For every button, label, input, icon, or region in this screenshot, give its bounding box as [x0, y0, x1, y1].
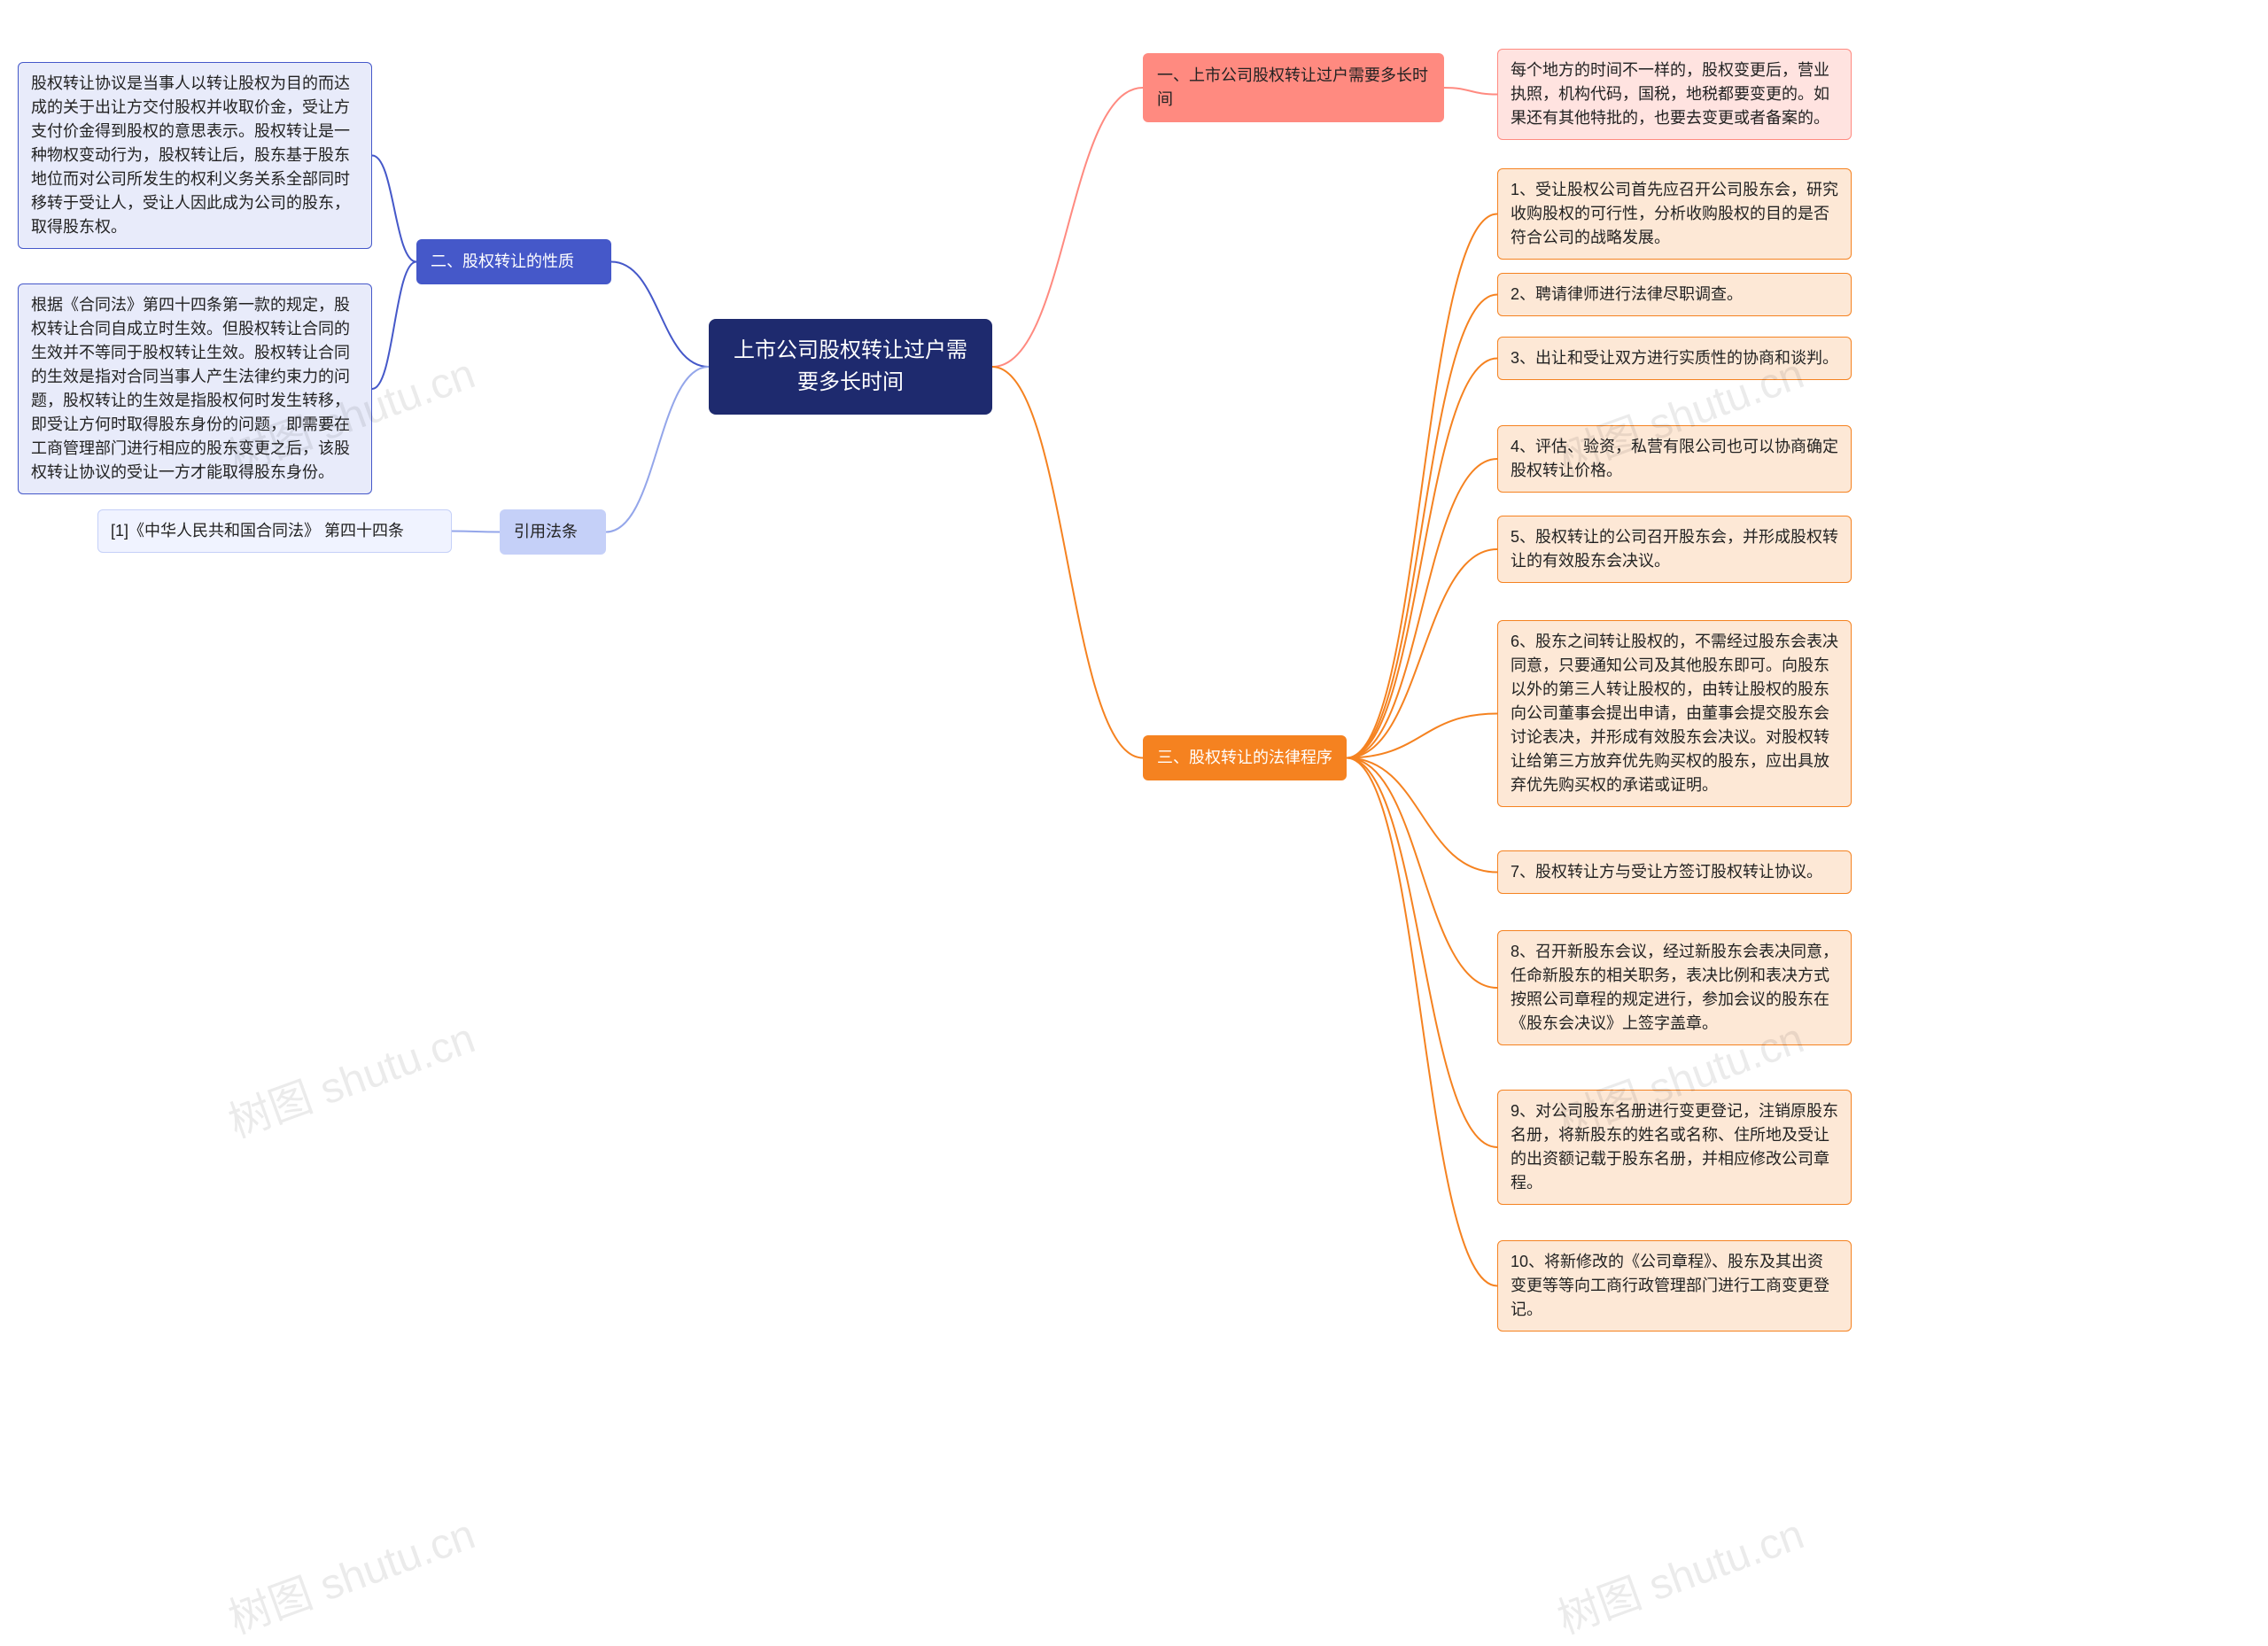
b3-leaf-8-text: 9、对公司股东名册进行变更登记，注销原股东名册，将新股东的姓名或名称、住所地及受…	[1511, 1102, 1838, 1192]
branch2-leaf-1: 根据《合同法》第四十四条第一款的规定，股权转让合同自成立时生效。但股权转让合同的…	[18, 283, 372, 494]
branch3-leaf-6: 7、股权转让方与受让方签订股权转让协议。	[1497, 850, 1852, 894]
b3-leaf-0-text: 1、受让股权公司首先应召开公司股东会，研究收购股权的可行性，分析收购股权的目的是…	[1511, 181, 1838, 246]
branch4-main: 引用法条	[500, 509, 606, 555]
branch3-label: 三、股权转让的法律程序	[1157, 749, 1332, 766]
root-node: 上市公司股权转让过户需要多长时间	[709, 319, 992, 415]
branch2-leaf-1-text: 根据《合同法》第四十四条第一款的规定，股权转让合同自成立时生效。但股权转让合同的…	[31, 296, 350, 481]
branch2-leaf-0: 股权转让协议是当事人以转让股权为目的而达成的关于出让方交付股权并收取价金，受让方…	[18, 62, 372, 249]
b3-leaf-3-text: 4、评估、验资，私营有限公司也可以协商确定股权转让价格。	[1511, 438, 1838, 479]
b3-leaf-9-text: 10、将新修改的《公司章程》、股东及其出资变更等等向工商行政管理部门进行工商变更…	[1511, 1253, 1829, 1318]
branch3-leaf-2: 3、出让和受让双方进行实质性的协商和谈判。	[1497, 337, 1852, 380]
branch1-leaf: 每个地方的时间不一样的，股权变更后，营业执照，机构代码，国税，地税都要变更的。如…	[1497, 49, 1852, 140]
branch2-leaf-0-text: 股权转让协议是当事人以转让股权为目的而达成的关于出让方交付股权并收取价金，受让方…	[31, 74, 350, 236]
branch1-leaf-text: 每个地方的时间不一样的，股权变更后，营业执照，机构代码，国税，地税都要变更的。如…	[1511, 61, 1829, 127]
branch4-label: 引用法条	[514, 523, 578, 540]
branch3-leaf-9: 10、将新修改的《公司章程》、股东及其出资变更等等向工商行政管理部门进行工商变更…	[1497, 1240, 1852, 1332]
branch3-leaf-7: 8、召开新股东会议，经过新股东会表决同意，任命新股东的相关职务，表决比例和表决方…	[1497, 930, 1852, 1045]
b3-leaf-7-text: 8、召开新股东会议，经过新股东会表决同意，任命新股东的相关职务，表决比例和表决方…	[1511, 943, 1838, 1032]
branch3-leaf-5: 6、股东之间转让股权的，不需经过股东会表决同意，只要通知公司及其他股东即可。向股…	[1497, 620, 1852, 807]
b3-leaf-6-text: 7、股权转让方与受让方签订股权转让协议。	[1511, 863, 1822, 881]
branch1-main: 一、上市公司股权转让过户需要多长时间	[1143, 53, 1444, 122]
b3-leaf-2-text: 3、出让和受让双方进行实质性的协商和谈判。	[1511, 349, 1838, 367]
branch1-label: 一、上市公司股权转让过户需要多长时间	[1157, 66, 1428, 108]
root-title: 上市公司股权转让过户需要多长时间	[734, 338, 967, 394]
b3-leaf-4-text: 5、股权转让的公司召开股东会，并形成股权转让的有效股东会决议。	[1511, 528, 1838, 570]
branch3-leaf-3: 4、评估、验资，私营有限公司也可以协商确定股权转让价格。	[1497, 425, 1852, 493]
b3-leaf-5-text: 6、股东之间转让股权的，不需经过股东会表决同意，只要通知公司及其他股东即可。向股…	[1511, 633, 1838, 794]
branch2-label: 二、股权转让的性质	[431, 252, 574, 270]
branch3-leaf-0: 1、受让股权公司首先应召开公司股东会，研究收购股权的可行性，分析收购股权的目的是…	[1497, 168, 1852, 260]
branch3-leaf-4: 5、股权转让的公司召开股东会，并形成股权转让的有效股东会决议。	[1497, 516, 1852, 583]
branch2-main: 二、股权转让的性质	[416, 239, 611, 284]
b3-leaf-1-text: 2、聘请律师进行法律尽职调查。	[1511, 285, 1743, 303]
watermark: 树图 shutu.cn	[1548, 1499, 1811, 1645]
branch4-leaf: [1]《中华人民共和国合同法》 第四十四条	[97, 509, 452, 553]
branch3-main: 三、股权转让的法律程序	[1143, 735, 1347, 780]
branch4-leaf-text: [1]《中华人民共和国合同法》 第四十四条	[111, 522, 404, 540]
watermark: 树图 shutu.cn	[219, 1499, 482, 1645]
branch3-leaf-8: 9、对公司股东名册进行变更登记，注销原股东名册，将新股东的姓名或名称、住所地及受…	[1497, 1090, 1852, 1205]
branch3-leaf-1: 2、聘请律师进行法律尽职调查。	[1497, 273, 1852, 316]
watermark: 树图 shutu.cn	[219, 1003, 482, 1149]
